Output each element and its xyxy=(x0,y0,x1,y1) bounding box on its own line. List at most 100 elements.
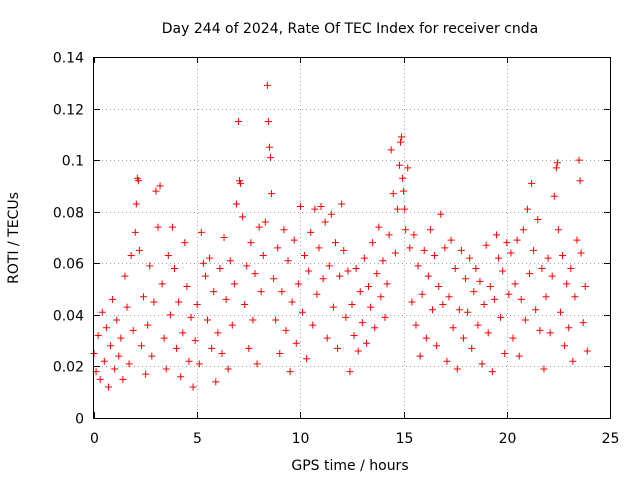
data-point xyxy=(418,290,426,298)
data-point xyxy=(497,313,505,321)
data-point xyxy=(437,210,445,218)
data-point xyxy=(567,264,575,272)
data-point xyxy=(331,239,339,247)
data-point xyxy=(552,164,560,172)
data-point xyxy=(253,360,261,368)
data-point xyxy=(305,267,313,275)
data-point xyxy=(154,223,162,231)
data-point xyxy=(348,301,356,309)
data-point xyxy=(222,295,230,303)
data-point xyxy=(298,308,306,316)
data-point xyxy=(459,334,467,342)
data-point xyxy=(280,226,288,234)
data-point xyxy=(340,246,348,254)
data-point xyxy=(492,231,500,239)
data-point xyxy=(563,280,571,288)
data-point xyxy=(228,321,236,329)
data-point xyxy=(519,226,527,234)
x-tick-label: 5 xyxy=(193,431,202,447)
data-point xyxy=(230,280,238,288)
data-point xyxy=(255,223,263,231)
data-point xyxy=(455,306,463,314)
data-point xyxy=(428,306,436,314)
data-point xyxy=(301,252,309,260)
data-point xyxy=(183,282,191,290)
data-point xyxy=(294,280,302,288)
data-point xyxy=(542,293,550,301)
data-point xyxy=(513,236,521,244)
data-point xyxy=(181,239,189,247)
data-point xyxy=(387,146,395,154)
data-point xyxy=(274,244,282,252)
data-point xyxy=(296,203,304,211)
data-point xyxy=(462,275,470,283)
y-axis-label: ROTI / TECUs xyxy=(6,192,22,284)
data-point xyxy=(445,293,453,301)
data-point xyxy=(521,316,529,324)
data-point xyxy=(507,249,515,257)
data-point xyxy=(406,244,414,252)
data-point xyxy=(515,352,523,360)
data-point xyxy=(175,298,183,306)
data-point xyxy=(538,264,546,272)
data-point xyxy=(208,344,216,352)
data-point xyxy=(433,342,441,350)
data-point xyxy=(449,324,457,332)
data-point xyxy=(160,334,168,342)
data-point xyxy=(443,357,451,365)
data-point xyxy=(315,244,323,252)
data-point xyxy=(146,262,154,270)
data-point xyxy=(288,298,296,306)
data-point xyxy=(212,378,220,386)
data-point xyxy=(369,239,377,247)
data-point xyxy=(268,190,276,198)
data-point xyxy=(354,347,362,355)
data-point xyxy=(319,275,327,283)
data-point xyxy=(352,264,360,272)
data-point xyxy=(197,228,205,236)
data-point xyxy=(350,331,358,339)
data-point xyxy=(393,205,401,213)
data-point xyxy=(379,257,387,265)
data-point xyxy=(484,329,492,337)
data-point xyxy=(367,303,375,311)
data-point xyxy=(404,164,412,172)
data-point xyxy=(307,228,315,236)
data-point xyxy=(528,179,536,187)
data-point xyxy=(292,339,300,347)
data-point xyxy=(553,159,561,167)
data-point xyxy=(214,329,222,337)
data-point xyxy=(173,344,181,352)
data-point xyxy=(286,368,294,376)
data-point xyxy=(581,282,589,290)
data-point xyxy=(561,342,569,350)
data-point xyxy=(263,81,271,89)
data-point xyxy=(478,360,486,368)
data-point xyxy=(191,337,199,345)
data-point xyxy=(259,252,267,260)
data-point xyxy=(575,156,583,164)
data-point xyxy=(530,246,538,254)
y-tick-label: 0.06 xyxy=(53,257,84,273)
y-tick-label: 0.08 xyxy=(53,206,84,222)
data-point xyxy=(164,252,172,260)
data-point xyxy=(385,231,393,239)
data-point xyxy=(100,357,108,365)
data-point xyxy=(239,213,247,221)
x-tick-label: 10 xyxy=(292,431,310,447)
data-point xyxy=(377,293,385,301)
data-point xyxy=(571,293,579,301)
data-point xyxy=(371,324,379,332)
data-point xyxy=(111,365,119,373)
data-point xyxy=(554,226,562,234)
data-point xyxy=(113,316,121,324)
data-point xyxy=(237,179,245,187)
data-point xyxy=(131,228,139,236)
data-point xyxy=(150,298,158,306)
data-point xyxy=(414,262,422,270)
x-axis-label: GPS time / hours xyxy=(291,458,408,474)
data-point xyxy=(344,267,352,275)
data-point xyxy=(399,174,407,182)
data-point xyxy=(435,282,443,290)
data-point xyxy=(156,182,164,190)
